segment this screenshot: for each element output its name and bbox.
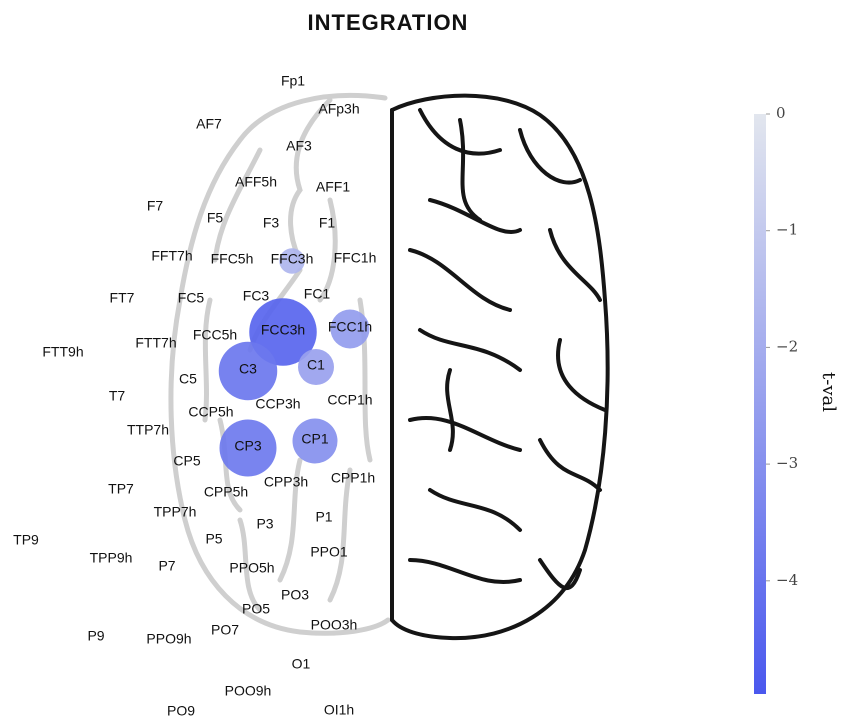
electrode-label: PO9 <box>167 703 195 718</box>
electrode-label: TP7 <box>108 481 134 497</box>
bubble <box>279 248 305 274</box>
electrode-label: AF7 <box>196 116 222 132</box>
electrode-label: Fp1 <box>281 73 305 89</box>
electrode-label: C3 <box>239 361 257 377</box>
electrode-label: FFT7h <box>151 248 192 264</box>
electrode-label: CCP3h <box>255 396 300 412</box>
colorbar-tick-label: 0 <box>776 104 786 122</box>
electrode-label: AFp3h <box>318 101 359 117</box>
electrode-label: P1 <box>315 509 332 525</box>
electrode-label: PO3 <box>281 587 309 603</box>
bubble <box>218 341 278 401</box>
colorbar <box>754 114 766 694</box>
electrode-label: CCP5h <box>188 404 233 420</box>
electrode-label: FCC3h <box>261 322 305 338</box>
electrode-label: FTT7h <box>135 335 176 351</box>
electrode-label: TP9 <box>13 532 39 548</box>
electrode-label: P7 <box>158 558 175 574</box>
electrode-label: F7 <box>147 198 164 214</box>
electrode-label: T7 <box>109 388 126 404</box>
electrode-label: TTP7h <box>127 422 169 438</box>
electrode-label: OI1h <box>324 702 354 718</box>
electrode-label: F1 <box>319 215 336 231</box>
electrode-label: O1 <box>292 656 311 672</box>
electrode-label: C5 <box>179 371 197 387</box>
electrode-label: PPO9h <box>146 631 191 647</box>
electrode-label: FT7 <box>110 290 135 306</box>
colorbar-tick-label: −4 <box>776 571 798 589</box>
electrode-label: CP5 <box>173 453 200 469</box>
bubble <box>219 419 277 477</box>
electrode-label: POO3h <box>311 617 358 633</box>
chart-title: INTEGRATION <box>308 10 469 35</box>
electrode-label: CP1 <box>301 431 328 447</box>
bubble <box>330 309 370 349</box>
electrode-label: PPO1 <box>310 544 348 560</box>
right-hemisphere <box>390 93 610 641</box>
electrode-label: CPP1h <box>331 470 375 486</box>
electrode-label: FFC3h <box>271 251 314 267</box>
electrode-label: FCC5h <box>193 327 237 343</box>
colorbar-tick-label: −2 <box>776 337 798 355</box>
electrode-label: POO9h <box>225 683 272 699</box>
electrode-label: P9 <box>87 628 104 644</box>
electrode-label: AFF1 <box>316 179 350 195</box>
electrode-label: FTT9h <box>42 344 83 360</box>
electrode-label: FC5 <box>178 290 205 306</box>
electrode-label: PO5 <box>242 601 270 617</box>
electrode-label: CP3 <box>234 438 261 454</box>
electrode-label: FC1 <box>304 286 331 302</box>
electrode-label: FCC1h <box>328 319 372 335</box>
electrode-label: TPP7h <box>154 504 197 520</box>
electrode-label: PO7 <box>211 622 239 638</box>
electrode-label: P3 <box>256 516 273 532</box>
electrode-label: C1 <box>307 357 325 373</box>
electrode-label: CCP1h <box>327 392 372 408</box>
colorbar-label: t-val <box>818 372 839 412</box>
electrode-label: FFC5h <box>211 251 254 267</box>
electrode-label: AF3 <box>286 138 312 154</box>
electrode-label: TPP9h <box>90 550 133 566</box>
electrode-label: CPP5h <box>204 484 248 500</box>
colorbar-tick-label: −3 <box>776 454 798 472</box>
electrode-label: FC3 <box>243 288 270 304</box>
bubble <box>298 349 334 385</box>
electrode-label: CPP3h <box>264 474 308 490</box>
bubble <box>292 418 338 464</box>
electrode-label: F5 <box>207 210 224 226</box>
colorbar-tick-label: −1 <box>776 221 798 239</box>
electrode-label: P5 <box>205 531 222 547</box>
electrode-label: AFF5h <box>235 174 277 190</box>
electrode-label: FFC1h <box>334 250 377 266</box>
electrode-label: PPO5h <box>229 560 274 576</box>
electrode-label: F3 <box>263 215 280 231</box>
